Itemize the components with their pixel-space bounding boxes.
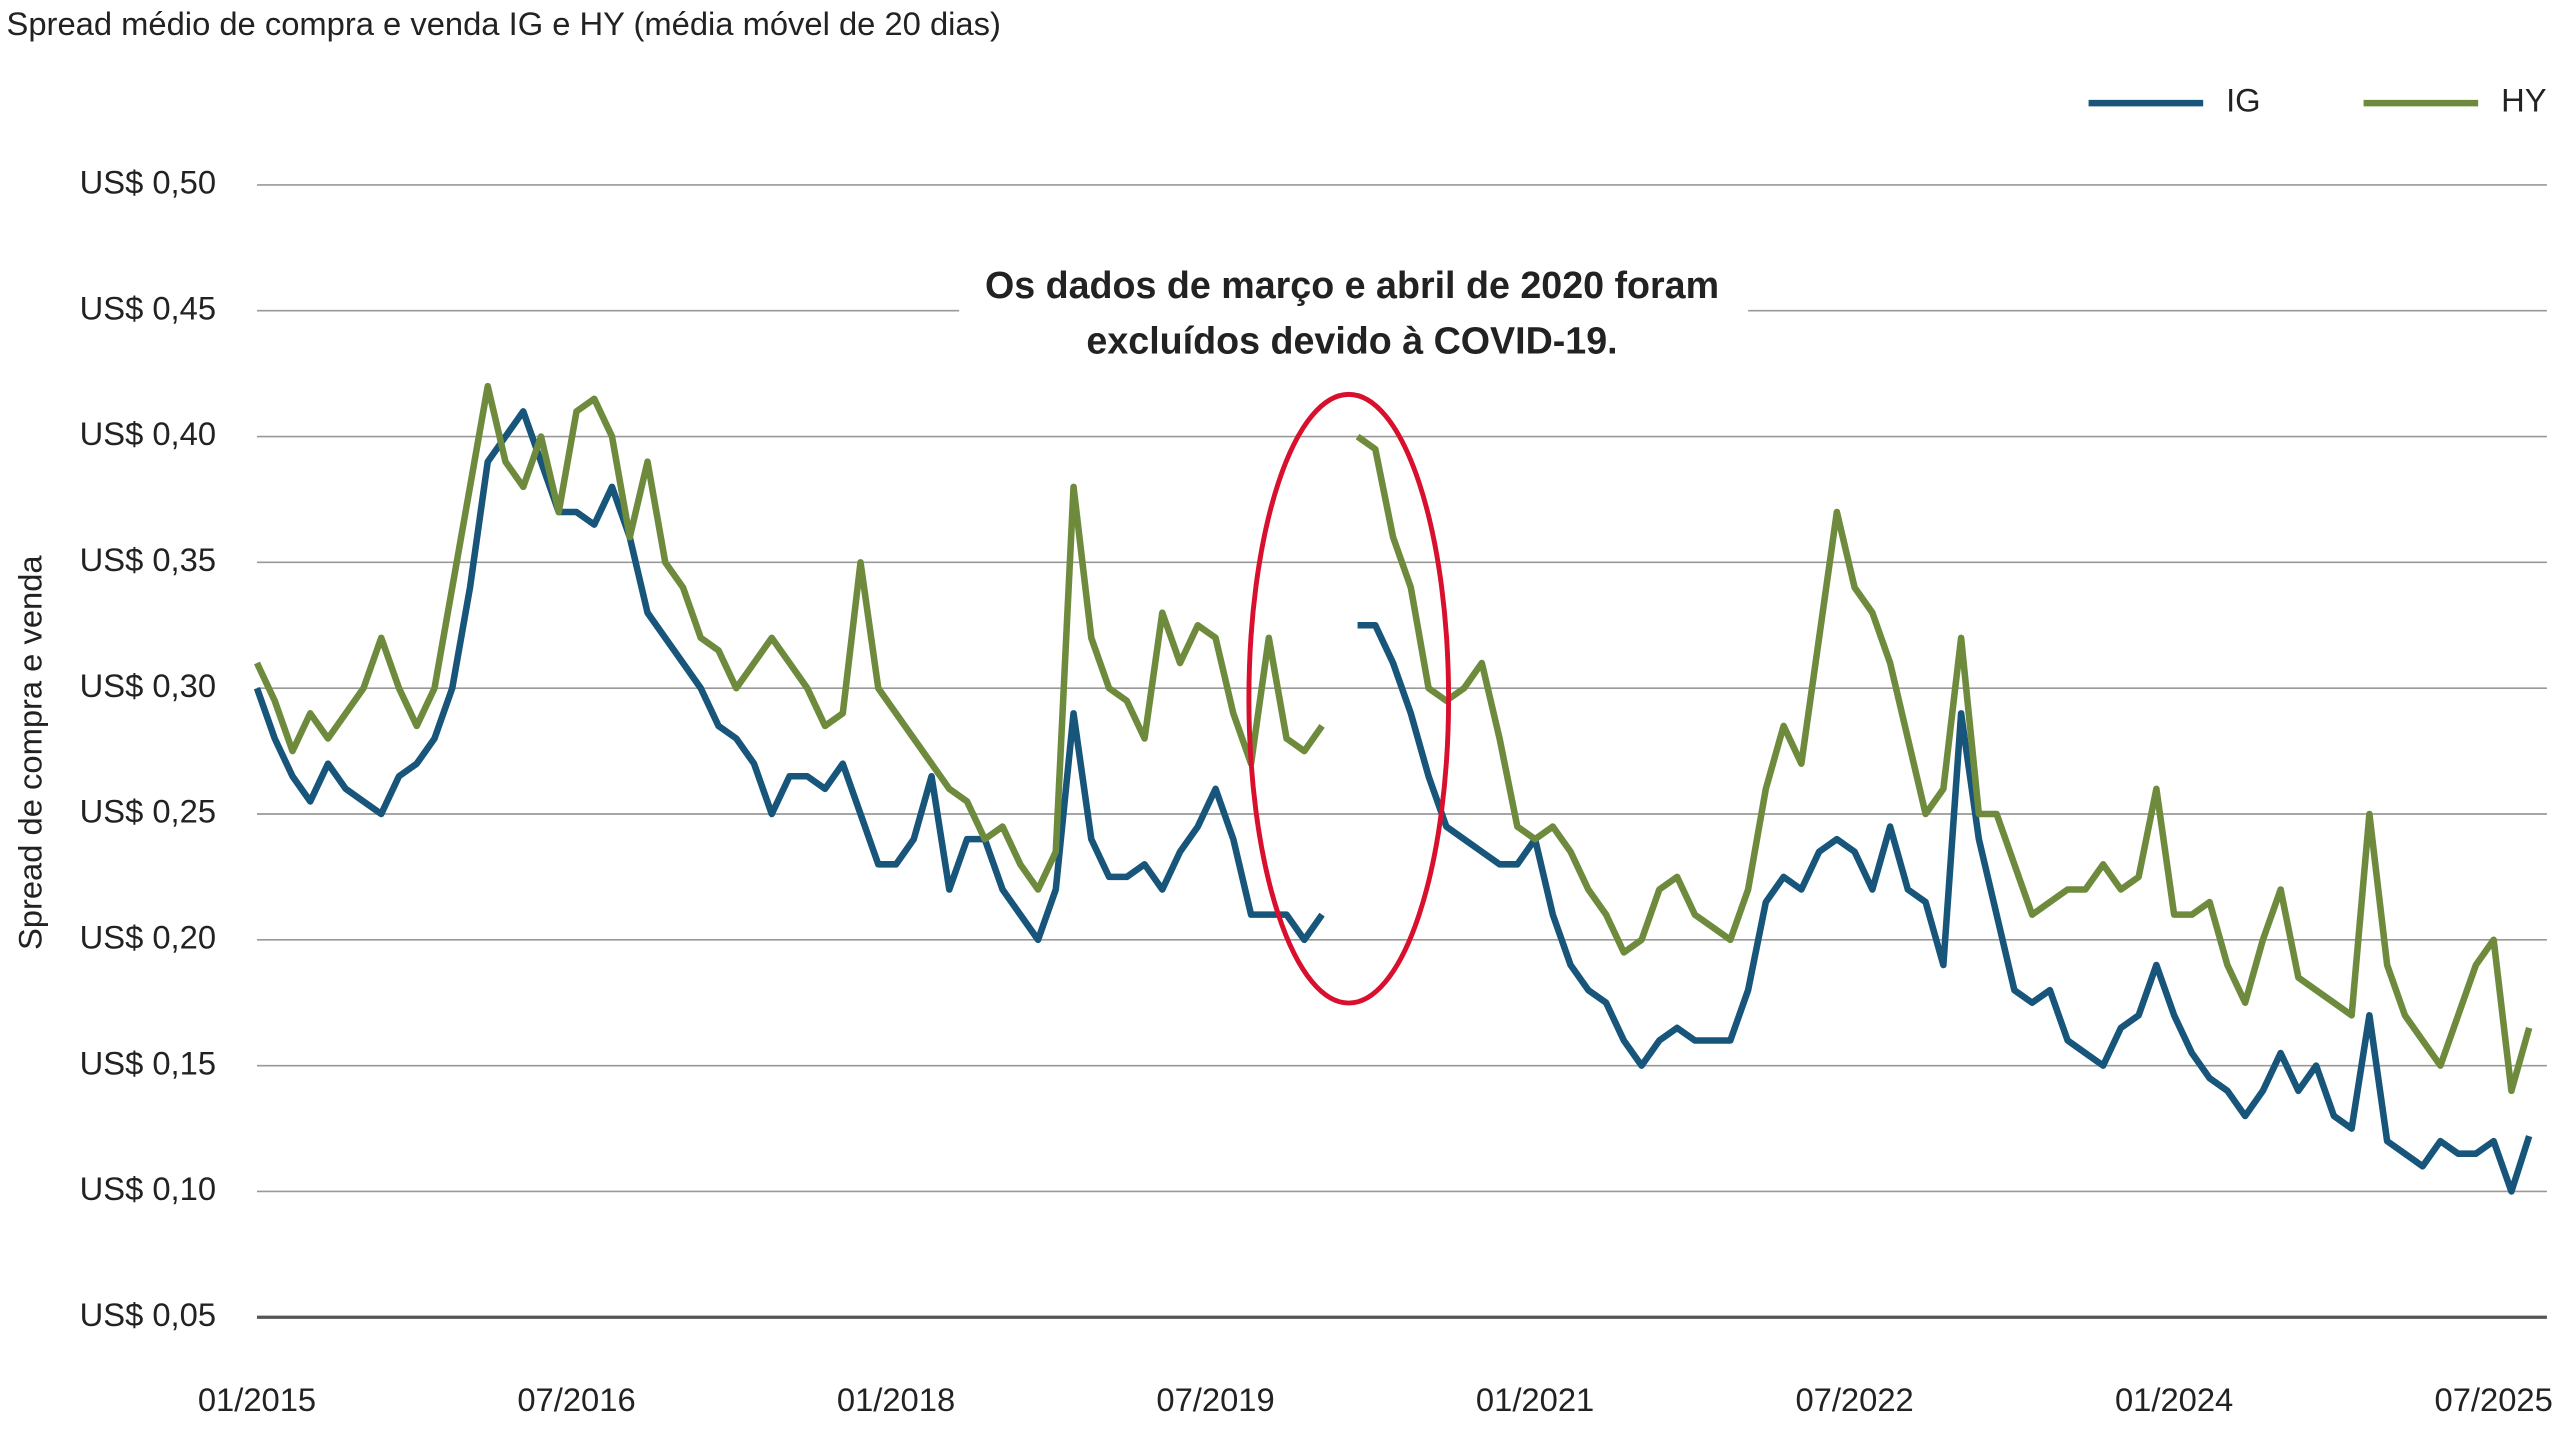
x-tick-label: 01/2018 xyxy=(837,1381,955,1418)
y-tick-label: US$ 0,25 xyxy=(80,793,216,830)
x-tick-label: 01/2021 xyxy=(1476,1381,1594,1418)
x-tick-label: 07/2025 xyxy=(2435,1381,2553,1418)
annotation: Os dados de março e abril de 2020 foram xyxy=(985,264,1719,306)
y-tick-label: US$ 0,20 xyxy=(80,918,216,955)
y-tick-label: US$ 0,10 xyxy=(80,1170,216,1207)
highlight-ellipse xyxy=(1246,391,1452,1006)
legend-label: HY xyxy=(2501,82,2547,119)
y-tick-label: US$ 0,30 xyxy=(80,667,216,704)
x-tick-label: 07/2019 xyxy=(1156,1381,1274,1418)
y-tick-label: US$ 0,35 xyxy=(80,541,216,578)
legend-label: IG xyxy=(2226,82,2261,119)
plot xyxy=(253,382,2533,1195)
series-line xyxy=(254,382,2533,1095)
annotation: excluídos devido à COVID-19. xyxy=(1086,320,1617,362)
y-tick-label: US$ 0,45 xyxy=(80,289,216,326)
x-tick-label: 07/2022 xyxy=(1795,1381,1913,1418)
y-tick-label: US$ 0,40 xyxy=(80,415,216,452)
y-axis-label: Spread de compra e venda xyxy=(11,555,48,950)
x-tick-label: 01/2024 xyxy=(2115,1381,2233,1418)
annotation-background xyxy=(959,261,1749,377)
series-line xyxy=(253,408,2533,1195)
legend: IG HY xyxy=(2088,82,2547,119)
y-tick-label: US$ 0,15 xyxy=(80,1044,216,1081)
x-tick-label: 01/2015 xyxy=(198,1381,316,1418)
x-tick-label: 07/2016 xyxy=(517,1381,635,1418)
chart-title: Spread médio de compra e venda IG e HY (… xyxy=(7,5,1001,42)
y-tick-label: US$ 0,50 xyxy=(80,164,216,201)
y-tick-label: US$ 0,05 xyxy=(80,1296,216,1333)
